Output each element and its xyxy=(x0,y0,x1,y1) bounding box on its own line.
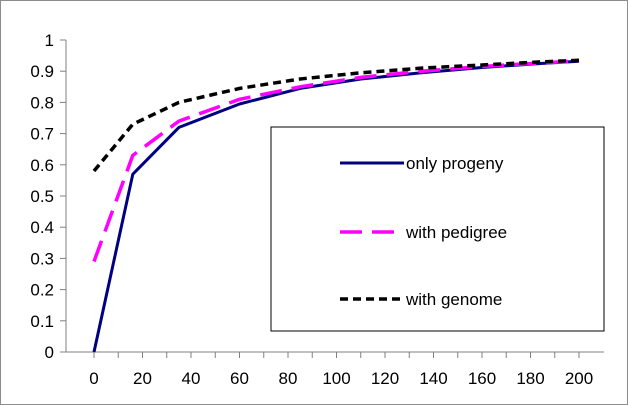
x-tick-label: 80 xyxy=(279,369,298,388)
y-tick-label: 0.3 xyxy=(30,249,54,268)
legend-label: only progeny xyxy=(406,154,504,173)
series-line-with-pedigree xyxy=(92,59,580,263)
x-tick-label: 200 xyxy=(565,369,593,388)
series-lines xyxy=(92,58,580,353)
y-tick-label: 1 xyxy=(45,31,54,50)
legend: only progeny with pedigree with genome xyxy=(270,126,605,332)
x-tick-label: 40 xyxy=(182,369,201,388)
x-tick-label: 20 xyxy=(133,369,152,388)
x-tick-label: 140 xyxy=(419,369,447,388)
x-tick-label: 160 xyxy=(468,369,496,388)
x-tick-label: 120 xyxy=(371,369,399,388)
y-axis-ticks: 0 0.1 0.2 0.3 0.4 0.5 0.6 0.7 0.8 0.9 1 xyxy=(30,31,66,362)
y-tick-label: 0 xyxy=(45,343,54,362)
x-axis-ticks: 0 20 40 60 80 100 120 140 160 180 200 xyxy=(89,352,593,388)
y-tick-label: 0.1 xyxy=(30,312,54,331)
y-tick-label: 0.6 xyxy=(30,156,54,175)
y-tick-label: 0.7 xyxy=(30,125,54,144)
series-line-with-genome xyxy=(92,58,580,173)
legend-label: with pedigree xyxy=(405,223,507,242)
y-tick-label: 0.2 xyxy=(30,281,54,300)
legend-label: with genome xyxy=(405,290,502,309)
legend-items: only progeny with pedigree with genome xyxy=(340,154,507,309)
x-tick-label: 60 xyxy=(230,369,249,388)
legend-box xyxy=(270,126,605,332)
y-tick-label: 0.9 xyxy=(30,62,54,81)
x-tick-label: 100 xyxy=(322,369,350,388)
x-tick-label: 180 xyxy=(516,369,544,388)
y-tick-label: 0.8 xyxy=(30,93,54,112)
x-tick-label: 0 xyxy=(89,369,98,388)
y-tick-label: 0.4 xyxy=(30,218,54,237)
y-tick-label: 0.5 xyxy=(30,187,54,206)
